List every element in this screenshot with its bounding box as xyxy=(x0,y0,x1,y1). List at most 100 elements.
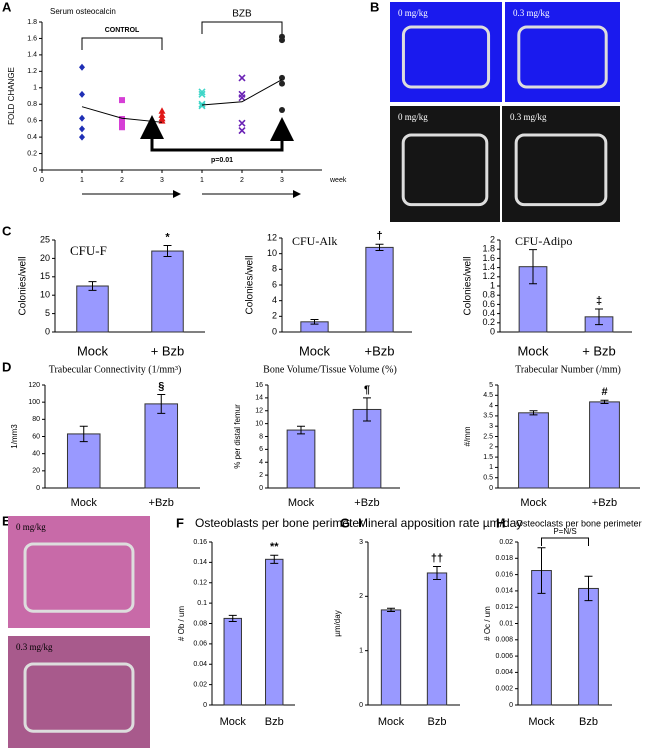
chart-title: Bone Volume/Tissue Volume (%) xyxy=(263,364,397,375)
error-bar xyxy=(584,575,593,602)
point xyxy=(238,94,246,102)
y-tick-label: 0.1 xyxy=(197,600,207,607)
y-tick-label: 1.2 xyxy=(482,271,495,281)
x-tick-label: Mock xyxy=(71,497,98,509)
y-tick-label: 0.16 xyxy=(193,539,207,546)
error-bar xyxy=(537,547,546,594)
point xyxy=(198,102,206,110)
bracket xyxy=(201,21,283,34)
error-bar xyxy=(433,565,441,580)
bar xyxy=(380,609,402,706)
y-tick-label: 0.06 xyxy=(193,641,207,648)
y-tick-label: 0 xyxy=(36,485,40,492)
x-tick-label: Bzb xyxy=(579,716,598,728)
y-tick-label: 1.8 xyxy=(482,244,495,254)
image-label: 0 mg/kg xyxy=(16,522,46,532)
panel-label: H xyxy=(496,515,505,530)
y-tick-label: 0 xyxy=(259,485,263,492)
y-tick-label: 4 xyxy=(489,402,493,409)
error-bar xyxy=(529,410,538,416)
y-tick-label: 0.6 xyxy=(482,299,495,309)
y-tick-label: 5 xyxy=(489,382,493,389)
group-label: BZB xyxy=(232,9,252,20)
bar xyxy=(518,412,549,489)
bar xyxy=(578,587,599,706)
x-tick-label: Mock xyxy=(378,716,405,728)
point xyxy=(79,90,85,98)
chart-title: Trabecular Number (/mm) xyxy=(515,364,621,375)
y-tick-label: 0 xyxy=(203,702,207,709)
y-axis-label: Colonies/well xyxy=(463,257,474,316)
y-tick-label: 0.6 xyxy=(27,118,37,125)
x-tick-label: Bzb xyxy=(265,716,284,728)
y-tick-label: 0.018 xyxy=(495,555,513,562)
image-content xyxy=(514,133,608,207)
y-tick-label: 2 xyxy=(489,444,493,451)
error-bar xyxy=(270,554,279,564)
y-tick-label: 0.8 xyxy=(27,101,37,108)
x-tick-label: +Bzb xyxy=(365,343,395,358)
chart-title: Mineral apposition rate µm/day xyxy=(358,516,522,530)
y-tick-label: 5 xyxy=(45,308,50,318)
y-axis-label: µm/day xyxy=(333,610,342,636)
significance: § xyxy=(158,380,164,392)
x-tick-label: 3 xyxy=(280,177,284,184)
chart-title: CFU-F xyxy=(70,243,107,258)
point xyxy=(158,107,166,114)
y-tick-label: 0.2 xyxy=(27,150,37,157)
y-tick-label: 8 xyxy=(259,433,263,440)
image-content xyxy=(401,133,489,207)
error-bar xyxy=(88,281,97,291)
annotation: p=0.01 xyxy=(211,157,233,164)
error-bar xyxy=(310,318,319,325)
x-tick-label: 1 xyxy=(200,177,204,184)
error-bar xyxy=(297,425,305,435)
x-tick-label: + Bzb xyxy=(582,343,616,358)
y-tick-label: 10 xyxy=(267,248,277,258)
y-tick-label: 14 xyxy=(255,395,263,402)
bar xyxy=(426,572,448,706)
error-bar xyxy=(228,614,237,622)
y-tick-label: 2.5 xyxy=(483,433,493,440)
significance: ¶ xyxy=(364,384,370,396)
y-tick-label: 1.6 xyxy=(27,35,37,42)
y-axis-label: #/mm xyxy=(463,426,472,446)
image-label: 0 mg/kg xyxy=(398,8,428,18)
y-tick-label: 1 xyxy=(33,85,37,92)
y-tick-label: 60 xyxy=(32,433,40,440)
image xyxy=(8,516,150,628)
panel-label: A xyxy=(2,0,12,14)
mean-line xyxy=(201,79,283,106)
x-tick-label: 3 xyxy=(160,177,164,184)
x-tick-label: +Bzb xyxy=(354,497,379,509)
y-tick-label: 0.02 xyxy=(499,539,513,546)
chart-title: Serum osteocalcin xyxy=(50,7,116,16)
y-tick-label: 6 xyxy=(272,279,277,289)
y-tick-label: 0.008 xyxy=(495,637,513,644)
point xyxy=(238,74,246,82)
x-tick-label: Mock xyxy=(77,343,109,358)
significance: ** xyxy=(270,541,279,553)
error-bar xyxy=(163,245,172,258)
y-tick-label: 0.01 xyxy=(499,620,513,627)
x-tick-label: Mock xyxy=(528,716,555,728)
y-tick-label: 1 xyxy=(489,464,493,471)
point xyxy=(119,124,125,131)
y-tick-label: 0 xyxy=(45,326,50,336)
point xyxy=(279,74,285,81)
x-tick-label: Mock xyxy=(288,497,315,509)
y-tick-label: 0 xyxy=(509,702,513,709)
point xyxy=(198,88,206,96)
significance: # xyxy=(601,386,607,398)
y-tick-label: 100 xyxy=(28,399,40,406)
error-bar xyxy=(375,243,384,252)
image-label: 0.3 mg/kg xyxy=(513,8,550,18)
error-bar xyxy=(79,425,88,443)
chart-title: Osteoblasts per bone perimeter xyxy=(195,516,363,530)
significance: †† xyxy=(431,552,443,564)
x-tick-label: +Bzb xyxy=(592,497,617,509)
significance: † xyxy=(376,230,382,242)
image-content xyxy=(401,25,491,89)
chart-title: Osteoclasts per bone perimeter xyxy=(516,518,642,528)
bar xyxy=(151,250,184,333)
